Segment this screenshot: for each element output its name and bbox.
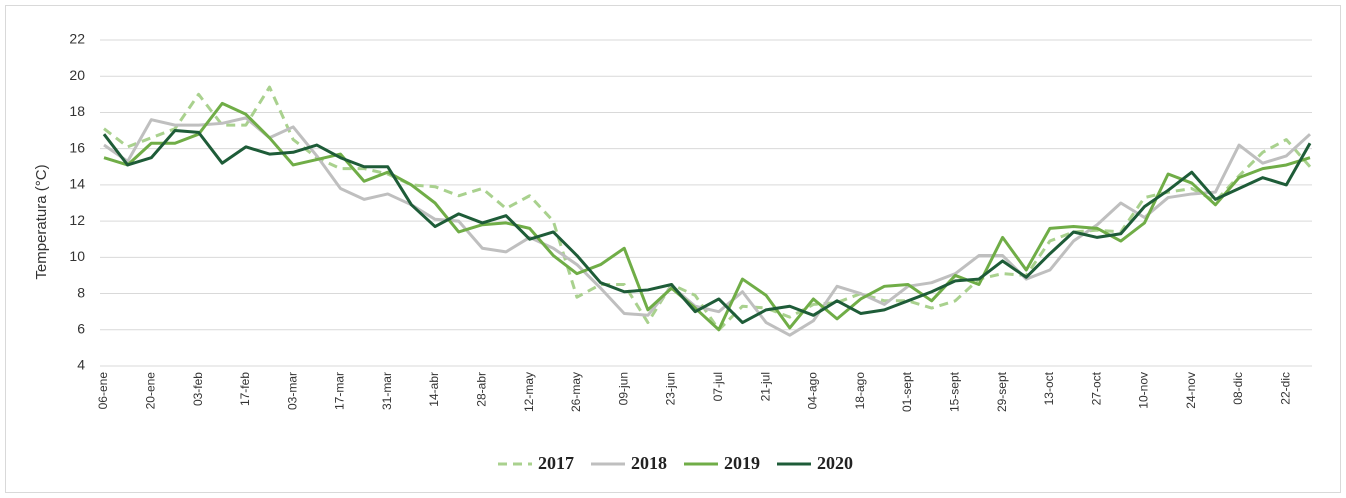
series-line (103, 116, 1312, 337)
legend-label: 2020 (817, 453, 853, 473)
x-tick-label: 07-jul (711, 372, 725, 401)
x-tick-label: 08-dic (1231, 372, 1245, 405)
x-tick-label: 04-ago (806, 372, 820, 410)
x-tick-label: 17-feb (238, 372, 252, 406)
legend-label: 2019 (724, 453, 760, 473)
y-tick-label: 12 (69, 212, 85, 228)
y-tick-label: 16 (69, 139, 85, 155)
x-tick-label: 13-oct (1042, 371, 1056, 405)
x-tick-label: 28-abr (475, 372, 489, 407)
y-tick-label: 22 (69, 31, 85, 47)
legend-label: 2017 (538, 453, 574, 473)
y-tick-label: 6 (77, 320, 85, 336)
x-tick-label: 17-mar (333, 372, 347, 410)
y-axis-title: Temperatura (°C) (33, 164, 50, 279)
x-tick-label: 21-jul (758, 372, 772, 401)
x-tick-label: 03-feb (191, 372, 205, 406)
legend-label: 2018 (631, 453, 667, 473)
x-tick-label: 29-sept (995, 371, 1009, 412)
x-tick-label: 20-ene (143, 372, 157, 410)
x-tick-label: 26-may (569, 372, 583, 412)
chart-frame (5, 5, 1341, 493)
x-tick-label: 10-nov (1137, 372, 1151, 409)
x-tick-label: 31-mar (380, 372, 394, 410)
series-line (102, 129, 1312, 325)
y-tick-label: 18 (69, 103, 85, 119)
x-tick-label: 06-ene (96, 372, 110, 410)
x-tick-label: 03-mar (285, 372, 299, 410)
y-tick-label: 10 (69, 248, 85, 264)
x-tick-label: 14-abr (427, 372, 441, 407)
y-tick-label: 8 (77, 284, 85, 300)
y-tick-label: 4 (77, 357, 85, 373)
x-tick-label: 27-oct (1089, 371, 1103, 405)
y-tick-label: 20 (69, 67, 85, 83)
x-tick-label: 09-jun (616, 372, 630, 405)
y-tick-label: 14 (69, 176, 85, 192)
x-tick-label: 01-sept (900, 371, 914, 412)
x-tick-label: 12-may (522, 372, 536, 412)
x-tick-label: 22-dic (1279, 372, 1293, 405)
x-tick-label: 24-nov (1184, 372, 1198, 409)
x-tick-label: 23-jun (664, 372, 678, 405)
x-tick-label: 18-ago (853, 372, 867, 410)
x-tick-label: 15-sept (947, 371, 961, 412)
